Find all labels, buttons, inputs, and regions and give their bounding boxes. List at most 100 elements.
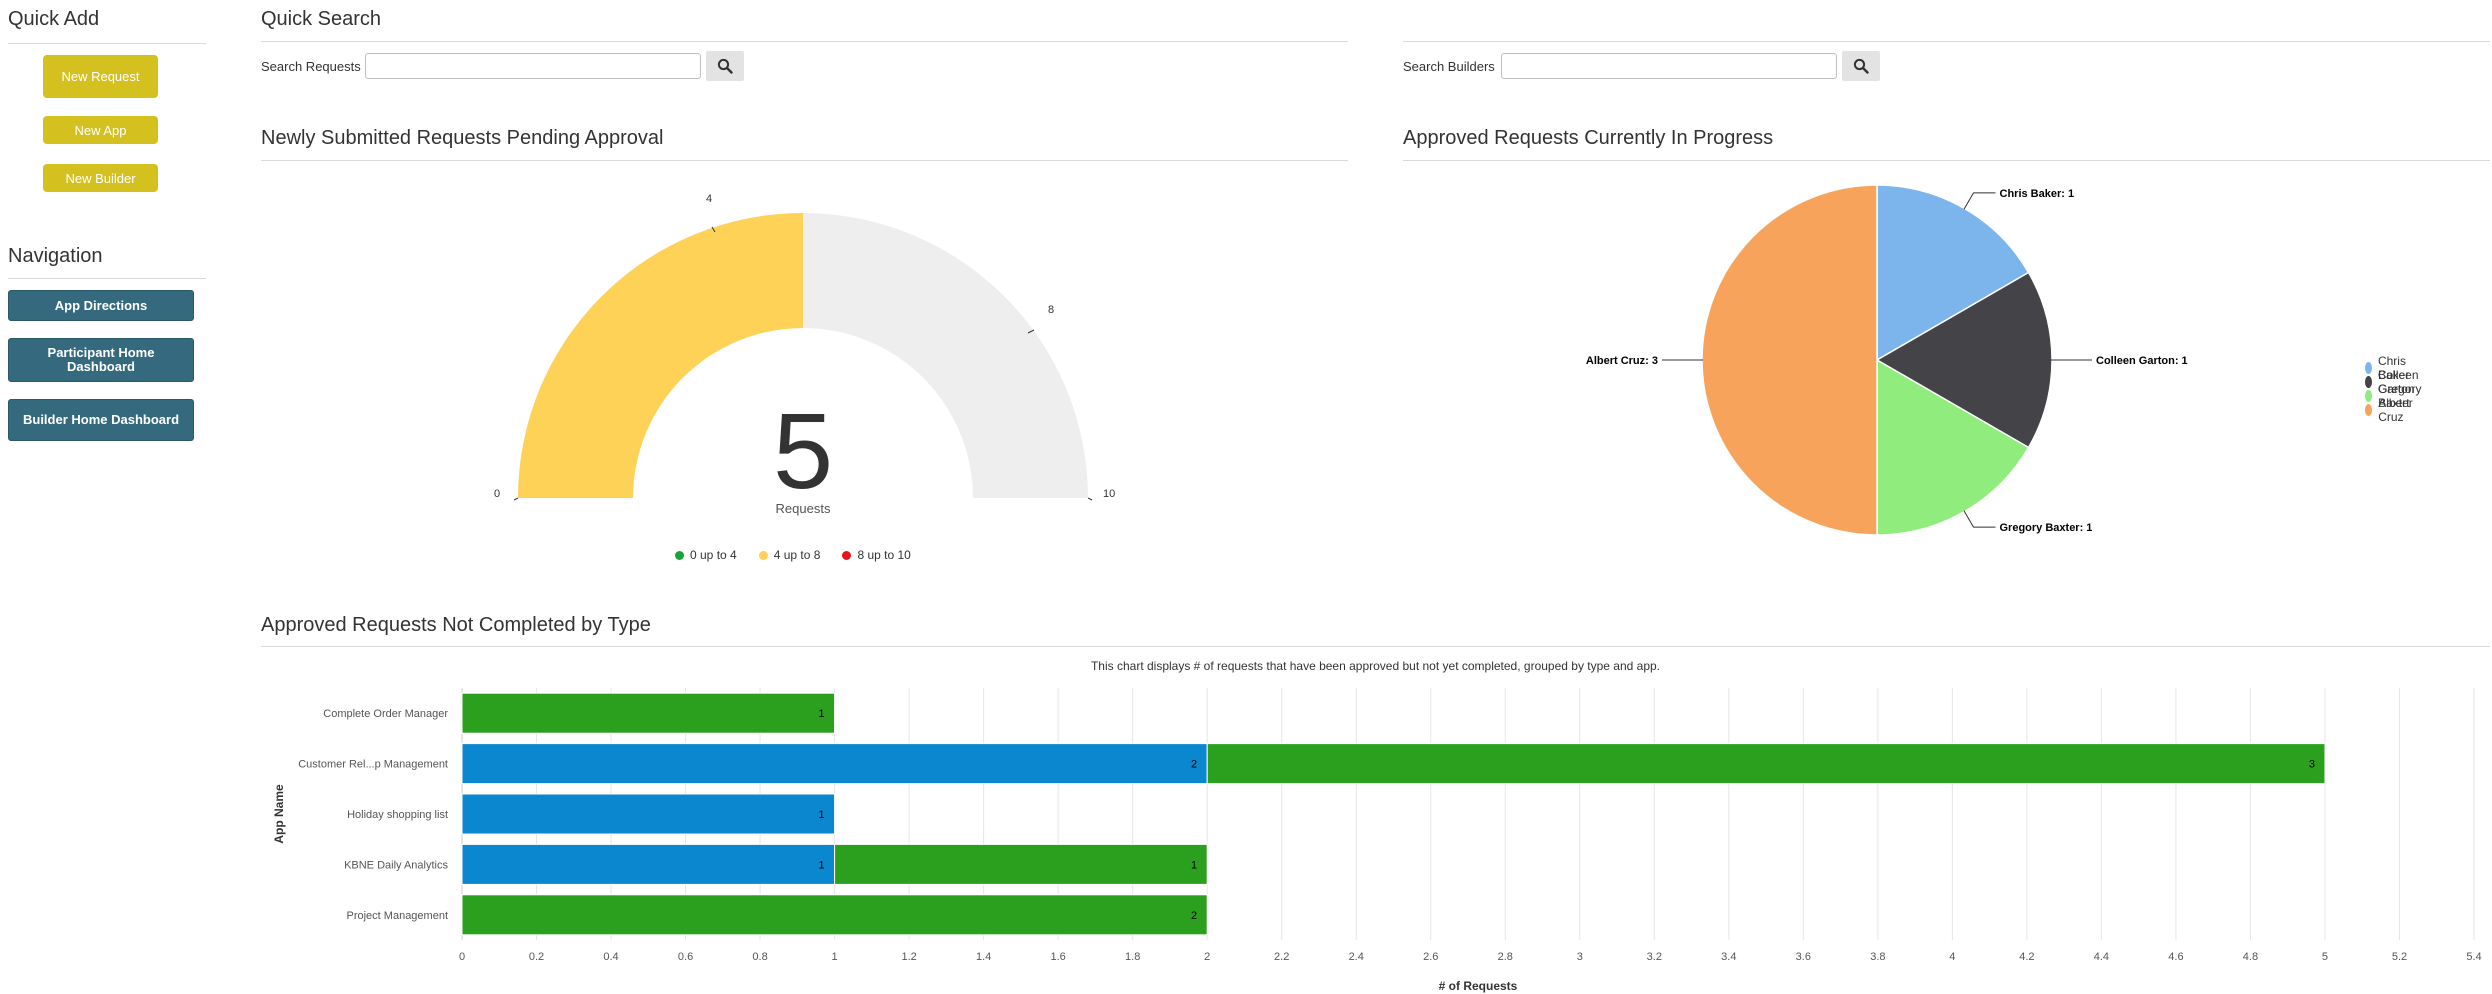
pie-legend-label: Colleen Garton (2377, 368, 2419, 396)
x-tick-label: 2.8 (1498, 951, 1513, 963)
x-tick-label: 2.4 (1349, 951, 1364, 963)
legend-dot (2365, 376, 2372, 388)
new-builder-button[interactable]: New Builder (43, 164, 158, 192)
pie-data-label: Colleen Garton: 1 (2096, 355, 2188, 367)
search-builders-label: Search Builders (1403, 59, 1495, 74)
x-tick-label: 0.8 (752, 951, 767, 963)
x-tick-label: 4 (1949, 951, 1955, 963)
gauge-tick-0 (513, 497, 519, 501)
builder-home-dashboard-button[interactable]: Builder Home Dashboard (8, 399, 194, 441)
legend-dot (2365, 404, 2373, 416)
gauge-title: Newly Submitted Requests Pending Approva… (261, 127, 664, 149)
search-icon (717, 58, 733, 74)
pie-chart: Chris Baker: 1 Colleen Garton: 1 Gregory B… (1586, 184, 2188, 536)
x-tick-label: 1 (832, 951, 838, 963)
x-tick-label: 5.2 (2392, 951, 2407, 963)
bar[interactable] (461, 743, 1208, 785)
bar-data-label: 1 (1191, 859, 1197, 871)
pie-divider (1403, 160, 2490, 161)
y-tick-label: Customer Rel...p Management (298, 759, 448, 771)
x-tick-label: 1.6 (1050, 951, 1065, 963)
gauge-tick-4 (711, 226, 716, 233)
pie-data-label: Albert Cruz: 3 (1586, 355, 1658, 367)
gauge-unit: Requests (776, 501, 831, 516)
x-tick-label: 0.6 (678, 951, 693, 963)
y-axis-title: App Name (272, 784, 286, 844)
search-requests-label: Search Requests (261, 59, 361, 74)
gauge-legend-label: 0 up to 4 (690, 548, 737, 562)
pie-legend-item[interactable]: Chris Baker (2365, 354, 2414, 382)
y-tick-label: Project Management (347, 910, 449, 922)
pie-connector (1963, 192, 1996, 210)
x-tick-label: 5.4 (2466, 951, 2481, 963)
quick-search-title: Quick Search (261, 8, 382, 30)
pie-legend-item[interactable]: Albert Cruz (2365, 396, 2414, 424)
gauge-legend-item[interactable]: 8 up to 10 (842, 548, 911, 562)
x-tick-label: 4.4 (2094, 951, 2109, 963)
bar-data-label: 1 (818, 859, 824, 871)
bar-chart: 0 0.2 0.4 0.6 0.8 1 1.2 1.4 1.6 1.8 2 2.2 2.4 2.6 2.8 3… (272, 688, 2482, 993)
pie-connector (1963, 510, 1996, 528)
bar-data-label: 1 (818, 708, 824, 720)
app-directions-button[interactable]: App Directions (8, 290, 194, 321)
gauge-legend-item[interactable]: 0 up to 4 (675, 548, 737, 562)
quick-add-title: Quick Add (8, 8, 100, 30)
gauge-divider (261, 160, 1348, 161)
x-tick-label: 1.2 (901, 951, 916, 963)
x-tick-label: 3.4 (1721, 951, 1736, 963)
pie-legend-label: Albert Cruz (2378, 396, 2410, 424)
legend-dot (2365, 390, 2373, 402)
pie-legend-item[interactable]: Colleen Garton (2365, 368, 2424, 396)
quick-add-divider (8, 43, 206, 44)
gauge-legend: 0 up to 4 4 up to 8 8 up to 10 (675, 548, 911, 562)
pie-title: Approved Requests Currently In Progress (1403, 127, 1774, 149)
bar-chart-title: Approved Requests Not Completed by Type (261, 614, 651, 636)
x-tick-label: 5 (2322, 951, 2328, 963)
x-tick-label: 0.4 (603, 951, 618, 963)
gauge-label-0: 0 (494, 488, 500, 500)
pie-legend-label: Gregory Baxter (2378, 382, 2422, 410)
gauge-label-10: 10 (1103, 488, 1115, 500)
bar-data-label: 2 (1191, 910, 1197, 922)
x-tick-label: 4.6 (2168, 951, 2183, 963)
x-tick-label: 3.6 (1796, 951, 1811, 963)
navigation-divider (8, 278, 206, 279)
bar[interactable] (461, 793, 836, 835)
bar[interactable] (461, 894, 1208, 936)
legend-dot (758, 550, 768, 560)
gauge-legend-item[interactable]: 4 up to 8 (758, 548, 820, 562)
participant-home-dashboard-button[interactable]: Participant Home Dashboard (8, 338, 194, 382)
y-tick-label: KBNE Daily Analytics (344, 859, 448, 871)
new-app-button[interactable]: New App (43, 116, 158, 144)
search-builders-button[interactable] (1842, 51, 1880, 81)
pie-legend-item[interactable]: Gregory Baxter (2365, 382, 2426, 410)
search-icon (1853, 58, 1869, 74)
gauge-label-8: 8 (1048, 304, 1054, 316)
search-builders-input[interactable] (1501, 53, 1837, 79)
gauge-label-4: 4 (706, 193, 712, 205)
search-requests-button[interactable] (706, 51, 744, 81)
pie-data-label: Chris Baker: 1 (2000, 188, 2075, 200)
pie-slice[interactable] (1701, 184, 1878, 536)
x-tick-label: 2 (1204, 951, 1210, 963)
search-requests-input[interactable] (365, 53, 701, 79)
bar[interactable] (461, 843, 836, 885)
bar[interactable] (834, 843, 1208, 885)
gauge-value: 5 (773, 390, 833, 511)
gauge-value-arc (518, 213, 803, 498)
x-tick-label: 2.2 (1274, 951, 1289, 963)
x-tick-label: 3 (1577, 951, 1583, 963)
bar-chart-divider (261, 646, 2490, 647)
x-tick-label: 3.2 (1647, 951, 1662, 963)
x-tick-label: 4.8 (2243, 951, 2258, 963)
quick-search-divider (261, 41, 1348, 42)
x-tick-label: 3.8 (1870, 951, 1885, 963)
bar[interactable] (461, 692, 836, 734)
bar[interactable] (1206, 743, 2326, 785)
bar-data-label: 2 (1191, 759, 1197, 771)
x-axis-title: # of Requests (1439, 979, 1518, 993)
pie-data-label: Gregory Baxter: 1 (2000, 522, 2093, 534)
gauge-tick-10 (1087, 497, 1093, 501)
pie-legend-label: Chris Baker (2377, 354, 2410, 382)
new-request-button[interactable]: New Request (43, 55, 158, 98)
